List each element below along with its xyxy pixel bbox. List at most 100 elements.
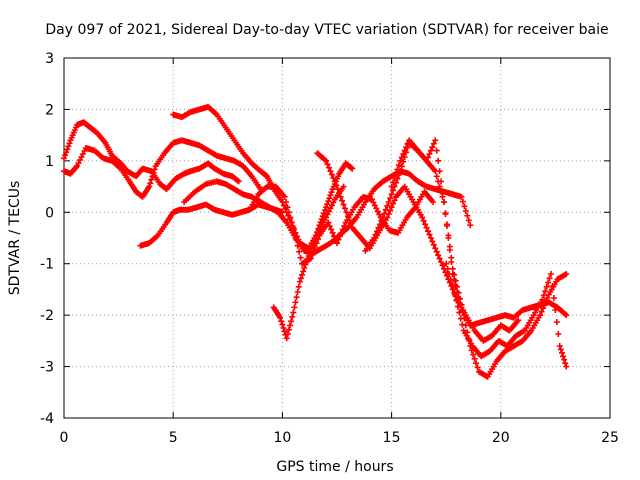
chart-title: Day 097 of 2021, Sidereal Day-to-day VTE… [45, 22, 608, 38]
data-point [467, 222, 474, 229]
data-point [392, 170, 399, 177]
y-axis-label: SDTVAR / TECUs [7, 181, 23, 296]
data-point [146, 183, 153, 190]
data-point [343, 209, 350, 216]
data-point [385, 199, 392, 205]
data-point [324, 201, 331, 208]
data-point [540, 292, 547, 299]
data-point [280, 202, 287, 209]
data-point [294, 289, 301, 295]
data-point [423, 157, 430, 164]
data-point [328, 202, 335, 209]
data-point [338, 229, 345, 236]
data-point [381, 210, 388, 217]
data-point [433, 248, 440, 255]
data-point [432, 137, 439, 144]
data-point [341, 223, 348, 229]
data-point [426, 231, 433, 238]
x-tick-label: 10 [273, 430, 291, 446]
data-point [147, 180, 154, 187]
data-point [395, 162, 402, 169]
x-tick-label: 0 [60, 430, 69, 446]
data-point [292, 299, 299, 306]
data-point [293, 236, 300, 243]
data-point [372, 231, 379, 238]
data-point [328, 189, 335, 196]
data-point [435, 252, 442, 259]
data-point [397, 157, 404, 164]
data-point [339, 197, 346, 204]
data-point [348, 164, 355, 171]
data-point [330, 175, 337, 181]
plot-frame [63, 57, 611, 419]
data-point [457, 315, 464, 322]
data-point [387, 195, 394, 202]
data-point [446, 271, 453, 277]
data-point [429, 238, 436, 245]
data-point [291, 230, 298, 237]
data-point [457, 295, 464, 302]
data-point [336, 190, 343, 196]
data-point [151, 166, 158, 173]
data-point [315, 225, 322, 232]
data-point [394, 175, 401, 182]
data-point [323, 204, 330, 211]
data-point [388, 204, 395, 211]
data-point [474, 364, 481, 371]
data-point [349, 165, 356, 172]
data-point [453, 297, 460, 304]
data-point [430, 241, 437, 248]
data-point [390, 179, 397, 186]
data-point [448, 254, 455, 261]
data-point [558, 349, 565, 356]
x-axis-label: GPS time / hours [276, 459, 393, 475]
axis-ticks: 0 5 10 15 20 25 -4 -3 -2 -1 0 1 2 3 [40, 51, 619, 446]
data-point [454, 283, 461, 290]
data-point [459, 308, 466, 315]
data-point [379, 214, 386, 221]
x-tick-label: 15 [383, 430, 401, 446]
data-point [342, 205, 349, 212]
data-point [449, 265, 456, 272]
data-point [278, 318, 285, 325]
data-point [438, 259, 445, 265]
data-point [283, 335, 290, 342]
data-point [438, 178, 445, 185]
data-point [458, 193, 465, 200]
data-point [287, 322, 294, 329]
data-point [65, 143, 72, 150]
data-point [439, 188, 446, 195]
data-point [394, 166, 401, 173]
data-point [542, 298, 549, 305]
data-point [279, 321, 286, 328]
series-track-8 [314, 150, 522, 344]
data-point [446, 243, 453, 250]
data-point [543, 283, 550, 290]
data-point [374, 228, 381, 235]
y-tick-label: -2 [40, 308, 54, 324]
data-point [436, 168, 443, 175]
series-track-7 [270, 160, 356, 342]
data-point [234, 177, 241, 184]
data-point [473, 360, 480, 367]
data-point [422, 221, 429, 228]
data-point [281, 328, 288, 335]
data-point [515, 317, 522, 324]
data-point [451, 271, 458, 278]
data-point [61, 155, 67, 162]
data-point [334, 240, 340, 247]
data-point [344, 213, 351, 220]
y-tick-label: -4 [40, 411, 54, 427]
data-point [312, 235, 319, 242]
data-point [391, 175, 398, 181]
data-point [335, 236, 342, 243]
data-point [319, 213, 326, 220]
data-point [537, 312, 544, 319]
data-point [462, 208, 469, 214]
data-point [471, 355, 478, 362]
data-points [61, 103, 570, 380]
data-point [325, 198, 332, 205]
data-point [451, 291, 458, 298]
data-point [66, 140, 73, 147]
y-tick-label: -1 [40, 257, 54, 273]
